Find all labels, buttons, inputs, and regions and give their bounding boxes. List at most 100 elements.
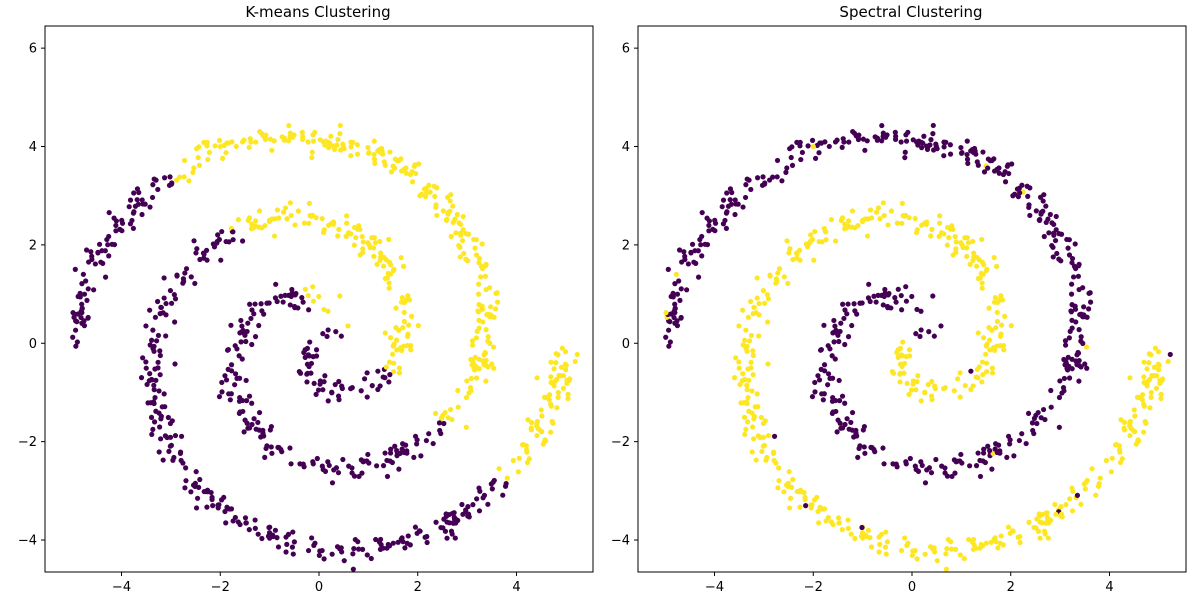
spectral-point-396 (981, 169, 988, 175)
kmeans-point-597 (332, 381, 338, 388)
spectral-point-752 (750, 424, 756, 430)
spectral-point-442 (930, 122, 936, 129)
spectral-point-709 (929, 397, 935, 403)
spectral-point-599 (922, 551, 928, 557)
spectral-point-645 (828, 217, 835, 223)
spectral-point-833 (786, 250, 792, 256)
spectral-point-953 (895, 347, 901, 353)
spectral-point-748 (754, 275, 760, 281)
spectral-point-881 (758, 414, 764, 421)
spectral-point-839 (838, 217, 844, 224)
kmeans-point-403 (130, 225, 137, 232)
spectral-point-744 (1156, 362, 1162, 368)
kmeans-point-31 (468, 375, 474, 382)
kmeans-point-833 (193, 250, 199, 256)
spectral-point-502 (810, 143, 816, 150)
kmeans-point-509 (70, 310, 76, 316)
kmeans-point-803 (528, 427, 535, 433)
kmeans-point-105 (477, 274, 484, 280)
spectral-point-931 (899, 220, 905, 226)
spectral-point-665 (946, 234, 952, 241)
kmeans-point-470 (365, 144, 371, 151)
kmeans-point-119 (423, 437, 429, 444)
kmeans-point-1038 (401, 309, 407, 316)
spectral-point-965 (773, 460, 779, 466)
spectral-point-796 (839, 527, 845, 533)
kmeans-point-929 (252, 223, 258, 229)
kmeans-point-167 (91, 287, 97, 293)
spectral-point-719 (808, 232, 814, 238)
spectral-point-668 (950, 226, 956, 233)
kmeans-point-747 (148, 414, 155, 420)
spectral-point-955 (959, 242, 965, 248)
kmeans-point-177 (243, 398, 250, 404)
spectral-point-125 (947, 142, 953, 148)
spectral-point-38 (903, 138, 910, 144)
spectral-point-83 (892, 295, 898, 301)
kmeans-point-542 (551, 366, 557, 372)
kmeans-point-458 (276, 445, 282, 451)
kmeans-point-917 (309, 212, 316, 218)
spectral-point-996 (877, 216, 883, 222)
kmeans-point-332 (476, 325, 482, 331)
spectral-point-898 (1108, 469, 1114, 475)
kmeans-point-51 (329, 480, 336, 486)
spectral-point-890 (811, 257, 817, 263)
spectral-point-246 (881, 293, 887, 300)
spectral-point-934 (967, 261, 973, 267)
kmeans-point-266 (106, 209, 112, 216)
kmeans-point-554 (152, 394, 158, 401)
kmeans-point-149 (331, 467, 337, 473)
spectral-point-469 (1066, 335, 1072, 341)
kmeans-point-808 (393, 305, 399, 311)
kmeans-point-297 (375, 148, 381, 154)
spectral-point-727 (750, 372, 756, 378)
kmeans-point-335 (150, 182, 156, 188)
spectral-point-596 (785, 280, 791, 287)
kmeans-point-482 (98, 259, 104, 265)
spectral-point-102 (842, 421, 848, 428)
kmeans-point-831 (167, 443, 173, 449)
spectral-point-213 (990, 450, 996, 457)
kmeans-point-256 (360, 459, 366, 465)
kmeans-point-855 (534, 419, 540, 425)
spectral-point-880 (823, 237, 829, 243)
kmeans-point-558 (163, 333, 169, 339)
kmeans-point-183 (113, 228, 119, 234)
kmeans-points (70, 122, 580, 572)
spectral-point-1024 (998, 293, 1004, 299)
spectral-point-286 (872, 134, 878, 140)
spectral-point-998 (845, 517, 851, 523)
spectral-point-369 (692, 248, 698, 254)
spectral-point-426 (746, 177, 752, 183)
spectral-point-560 (1121, 419, 1128, 426)
spectral-point-122 (1076, 327, 1082, 333)
spectral-point-851 (914, 556, 920, 562)
kmeans-point-927 (386, 280, 392, 286)
kmeans-point-313 (310, 284, 316, 290)
kmeans-point-580 (193, 505, 200, 511)
kmeans-point-193 (317, 137, 323, 143)
kmeans-point-627 (446, 520, 453, 526)
kmeans-point-576 (287, 200, 293, 206)
spectral-point-721 (863, 533, 869, 540)
kmeans-point-489 (233, 143, 239, 150)
spectral-point-50 (842, 341, 848, 348)
kmeans-point-945 (305, 547, 312, 554)
kmeans-point-815 (194, 246, 200, 252)
kmeans-point-194 (190, 169, 196, 175)
spectral-point-94 (1056, 424, 1062, 430)
kmeans-point-35 (469, 342, 476, 348)
spectral-point-977 (963, 245, 970, 251)
kmeans-point-1013 (190, 482, 197, 488)
kmeans-point-455 (411, 454, 417, 460)
spectral-point-976 (968, 368, 974, 374)
spectral-point-985 (909, 552, 915, 559)
kmeans-point-338 (325, 327, 331, 333)
kmeans-point-162 (229, 139, 235, 145)
kmeans-point-839 (245, 217, 251, 224)
spectral-point-745 (1074, 492, 1081, 498)
kmeans-point-213 (397, 450, 403, 457)
kmeans-point-568 (344, 220, 350, 226)
kmeans-point-921 (557, 373, 564, 379)
